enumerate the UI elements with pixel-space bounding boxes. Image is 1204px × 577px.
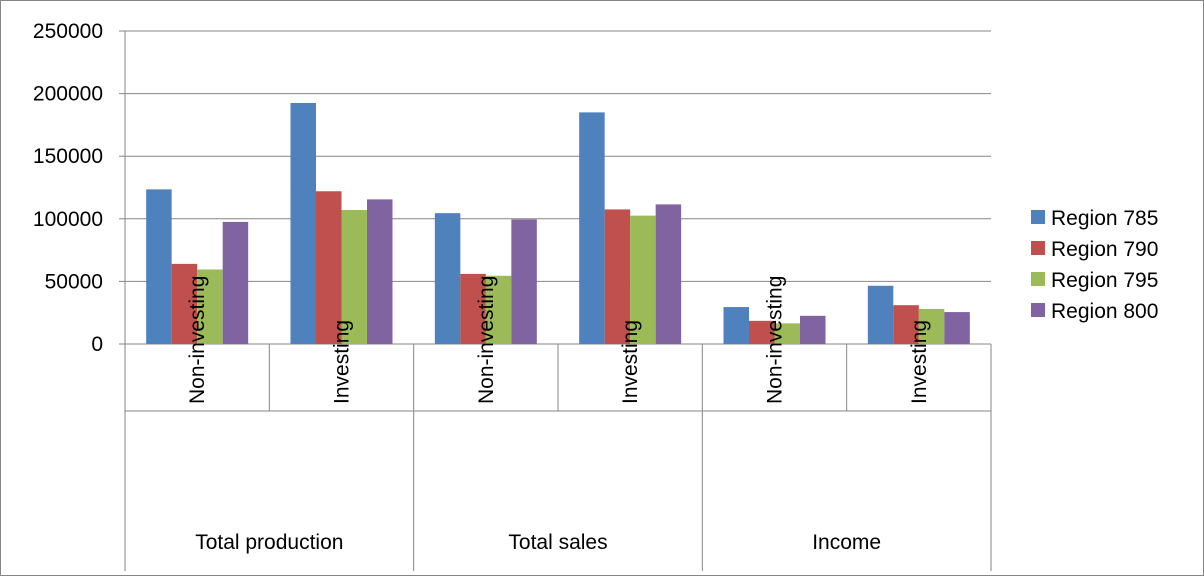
bar [485, 275, 512, 344]
legend-swatch [1031, 272, 1045, 286]
bar [723, 307, 749, 344]
category-label: Non-investing [186, 276, 209, 404]
bar [774, 323, 800, 344]
legend-swatch [1031, 241, 1045, 255]
y-tick-label: 250000 [33, 20, 103, 43]
legend-swatch [1031, 303, 1045, 317]
bar [893, 305, 919, 344]
legend-label: Region 800 [1051, 300, 1158, 323]
category-label: Investing [908, 320, 931, 404]
category-label: Investing [619, 320, 642, 404]
bar [146, 189, 172, 344]
bar [800, 315, 826, 344]
y-tick-label: 0 [91, 333, 103, 356]
bar [197, 269, 223, 344]
bar [434, 213, 461, 344]
bar [630, 215, 656, 344]
legend-label: Region 795 [1051, 269, 1158, 292]
bar [511, 219, 537, 344]
category-label: Non-investing [764, 276, 787, 404]
bar [944, 312, 970, 344]
category-label: Investing [331, 320, 354, 404]
bar [655, 204, 682, 344]
bar [222, 221, 249, 344]
category-label: Non-investing [475, 276, 498, 404]
bar [367, 199, 393, 344]
y-tick-label: 200000 [33, 83, 103, 106]
legend-swatch [1031, 210, 1045, 224]
bar [867, 285, 894, 344]
legend-label: Region 785 [1051, 207, 1158, 230]
bar [579, 112, 605, 344]
bar [604, 209, 631, 344]
group-label: Total production [195, 531, 343, 554]
y-tick-label: 50000 [45, 270, 103, 293]
bar [749, 320, 775, 344]
bar [460, 273, 486, 344]
bar [171, 263, 198, 344]
y-tick-label: 150000 [33, 145, 103, 168]
group-label: Income [812, 531, 881, 554]
bar [316, 191, 342, 344]
bar [341, 210, 367, 344]
legend-label: Region 790 [1051, 238, 1158, 261]
bar [918, 308, 945, 344]
bar [290, 102, 316, 345]
group-label: Total sales [508, 531, 607, 554]
y-tick-label: 100000 [33, 208, 103, 231]
